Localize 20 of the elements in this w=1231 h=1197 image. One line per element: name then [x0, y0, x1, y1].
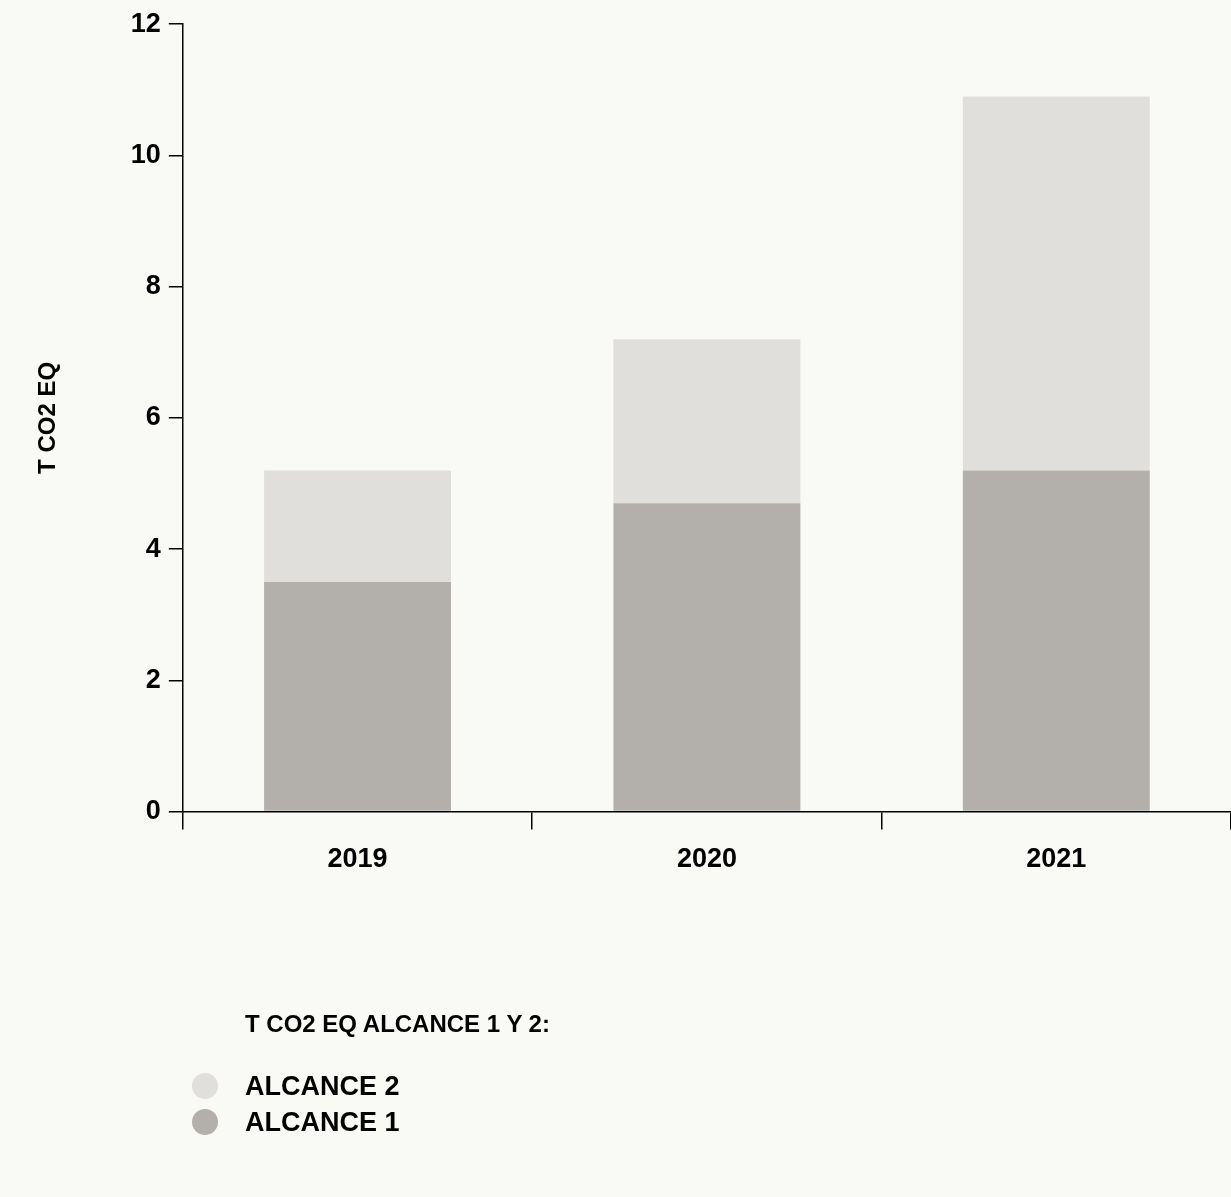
x-tick-label: 2020: [676, 843, 737, 874]
bar: [962, 96, 1150, 471]
bar: [264, 470, 451, 582]
y-tick-label: 0: [145, 795, 161, 826]
bar: [962, 470, 1150, 811]
bar: [264, 581, 451, 811]
y-tick-label: 4: [145, 532, 161, 563]
legend-title: T CO2 EQ ALCANCE 1 Y 2:: [245, 1010, 551, 1038]
y-axis-title: T CO2 EQ: [33, 361, 61, 474]
bar: [613, 339, 801, 504]
x-tick-label: 2019: [327, 843, 388, 874]
legend-label: ALCANCE 2: [245, 1070, 400, 1102]
y-tick-label: 6: [145, 401, 161, 432]
legend-label: ALCANCE 1: [245, 1106, 400, 1138]
x-tick-label: 2021: [1026, 843, 1087, 874]
y-tick-label: 12: [130, 7, 161, 38]
y-tick-label: 10: [130, 138, 161, 169]
bar: [613, 503, 801, 811]
y-tick-label: 8: [145, 270, 161, 301]
y-tick-label: 2: [145, 663, 161, 694]
